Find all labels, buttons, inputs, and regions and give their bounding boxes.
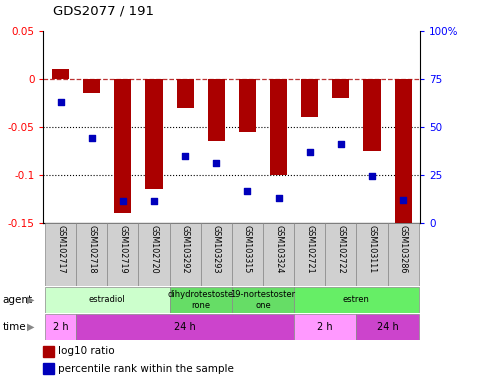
Text: GSM103324: GSM103324 [274, 225, 283, 274]
Text: 2 h: 2 h [317, 322, 333, 332]
Point [275, 195, 283, 201]
Text: GSM102719: GSM102719 [118, 225, 128, 274]
Bar [294, 223, 325, 286]
Text: 24 h: 24 h [377, 322, 398, 332]
Point [181, 152, 189, 159]
Text: agent: agent [2, 295, 32, 305]
Bar [45, 287, 170, 313]
Text: GSM102722: GSM102722 [336, 225, 345, 274]
Point [399, 197, 407, 203]
Bar [294, 314, 356, 340]
Bar [294, 287, 419, 313]
Point [57, 99, 64, 105]
Bar [356, 314, 419, 340]
Text: time: time [2, 322, 26, 332]
Bar [387, 223, 419, 286]
Bar [232, 287, 294, 313]
Text: GSM102718: GSM102718 [87, 225, 96, 274]
Text: GDS2077 / 191: GDS2077 / 191 [53, 4, 154, 17]
Text: GSM103293: GSM103293 [212, 225, 221, 274]
Point [119, 198, 127, 204]
Text: 2 h: 2 h [53, 322, 69, 332]
Bar [170, 287, 232, 313]
Text: estren: estren [343, 295, 370, 305]
Text: log10 ratio: log10 ratio [58, 346, 114, 356]
Text: GSM103286: GSM103286 [398, 225, 408, 274]
Text: dihydrotestoste
rone: dihydrotestoste rone [168, 290, 234, 310]
Bar [232, 223, 263, 286]
Bar [301, 79, 318, 117]
Bar [363, 79, 381, 151]
Bar [76, 223, 107, 286]
Bar [107, 223, 139, 286]
Bar [332, 79, 349, 98]
Bar [325, 223, 356, 286]
Point [150, 198, 158, 204]
Bar [45, 223, 76, 286]
Bar [356, 223, 387, 286]
Text: GSM102717: GSM102717 [56, 225, 65, 274]
Text: ▶: ▶ [27, 322, 34, 332]
Text: estradiol: estradiol [89, 295, 126, 305]
Point [368, 173, 376, 179]
Text: percentile rank within the sample: percentile rank within the sample [58, 364, 234, 374]
Bar [170, 223, 201, 286]
Bar [114, 79, 131, 213]
Text: ▶: ▶ [27, 295, 34, 305]
Bar [177, 79, 194, 108]
Bar [145, 79, 163, 189]
Bar [139, 223, 170, 286]
Text: 19-nortestoster
one: 19-nortestoster one [230, 290, 296, 310]
Point [306, 149, 313, 155]
Point [88, 135, 96, 141]
Bar [395, 79, 412, 227]
Text: GSM102721: GSM102721 [305, 225, 314, 274]
Text: 24 h: 24 h [174, 322, 196, 332]
Text: GSM102720: GSM102720 [150, 225, 158, 274]
Bar [263, 223, 294, 286]
Bar [270, 79, 287, 175]
Bar [208, 79, 225, 141]
Text: GSM103111: GSM103111 [368, 225, 376, 273]
Text: GSM103315: GSM103315 [243, 225, 252, 274]
Bar [45, 314, 76, 340]
Point [213, 160, 220, 166]
Bar [52, 69, 69, 79]
Point [243, 188, 251, 194]
Bar [201, 223, 232, 286]
Text: GSM103292: GSM103292 [181, 225, 190, 274]
Point [337, 141, 345, 147]
Bar [83, 79, 100, 93]
Bar [239, 79, 256, 132]
Bar [76, 314, 294, 340]
